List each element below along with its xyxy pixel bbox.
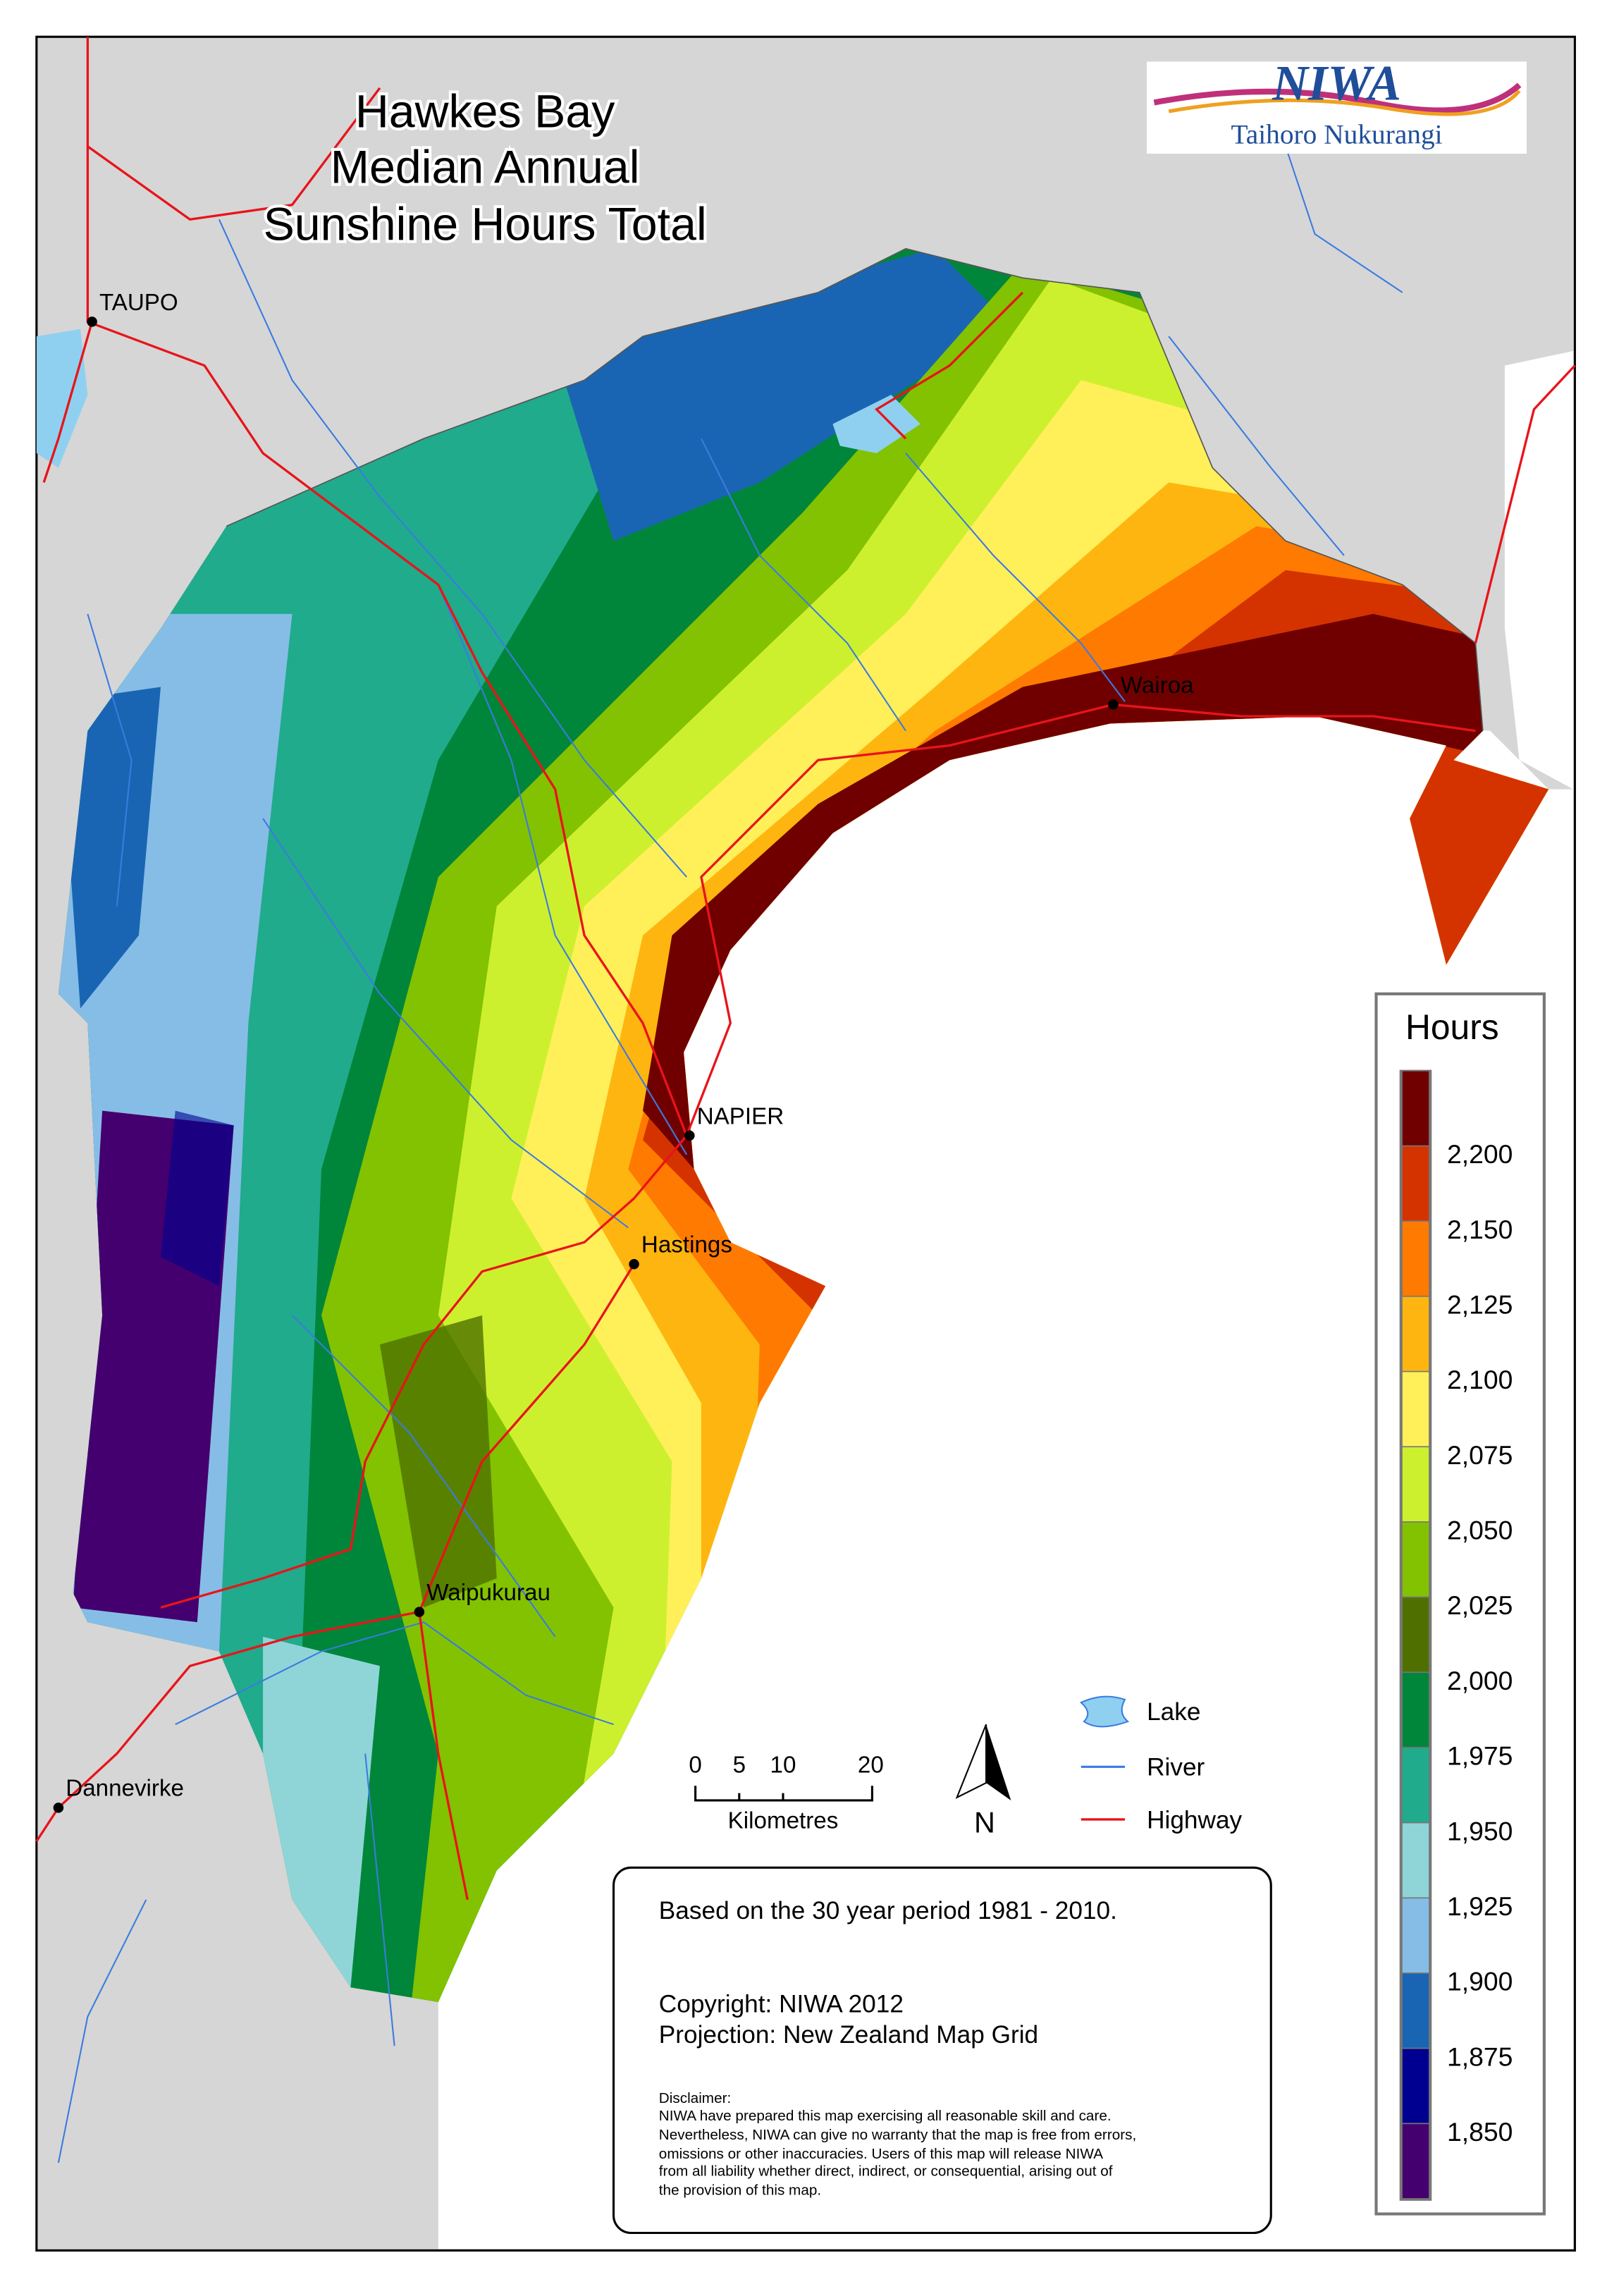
legend-bin	[1402, 1748, 1429, 1822]
legend-label: 2,100	[1447, 1365, 1513, 1394]
rivers	[57, 146, 1403, 2163]
legend-bin	[1402, 1673, 1429, 1748]
legend-label: 2,050	[1447, 1516, 1513, 1545]
svg-text:NAPIER: NAPIER	[697, 1103, 784, 1129]
place-wairoa: Wairoa	[1108, 673, 1194, 710]
disclaimer: Disclaimer: NIWA have prepared this map …	[659, 2090, 1136, 2199]
svg-text:5: 5	[733, 1752, 746, 1779]
logo-tagline: Taihoro Nukurangi	[1231, 118, 1442, 149]
place-taupo: TAUPO	[87, 290, 178, 327]
place-waipukurau: Waipukurau	[414, 1580, 550, 1617]
legend-bin	[1402, 1071, 1429, 1146]
map-title-line-3: Sunshine Hours Total	[264, 198, 707, 250]
highways	[35, 37, 1576, 1901]
place-dannevirke: Dannevirke	[53, 1776, 184, 1813]
legend-label: 2,125	[1447, 1290, 1513, 1320]
legend-label: 1,950	[1447, 1816, 1513, 1846]
period-note: Based on the 30 year period 1981 - 2010.	[659, 1897, 1117, 1924]
map-title-line-1: Hawkes Bay	[355, 86, 615, 138]
lake-waikaremoana	[832, 395, 921, 453]
place-hastings: Hastings	[629, 1232, 732, 1270]
legend-bin	[1402, 1823, 1429, 1898]
hours-legend: Hours 2,200 2,150 2,125 2,100 2,075 2,050 2,02…	[1374, 992, 1546, 2216]
legend-label: 2,025	[1447, 1590, 1513, 1620]
legend-label: 1,925	[1447, 1891, 1513, 1921]
legend-label: 2,000	[1447, 1666, 1513, 1695]
svg-text:0: 0	[689, 1752, 701, 1779]
svg-text:TAUPO: TAUPO	[99, 290, 178, 316]
legend-label: 1,875	[1447, 2042, 1513, 2071]
svg-text:omissions or other inaccuracie: omissions or other inaccuracies. Users o…	[659, 2146, 1103, 2162]
svg-text:Nevertheless, NIWA can give no: Nevertheless, NIWA can give no warranty …	[659, 2127, 1136, 2143]
legend-label: 1,900	[1447, 1967, 1513, 1996]
legend-bin	[1402, 1447, 1429, 1522]
svg-text:Waipukurau: Waipukurau	[426, 1580, 550, 1606]
place-napier: NAPIER	[684, 1103, 784, 1141]
scale-unit: Kilometres	[728, 1807, 839, 1834]
svg-text:River: River	[1147, 1754, 1205, 1781]
legend-bin	[1402, 2049, 1429, 2123]
logo-wordmark: NIWA	[1272, 56, 1401, 111]
svg-text:Wairoa: Wairoa	[1121, 673, 1194, 699]
feature-legend: Lake River Highway	[1079, 1695, 1243, 1834]
svg-text:Disclaimer:: Disclaimer:	[659, 2090, 731, 2106]
svg-text:Dannevirke: Dannevirke	[66, 1776, 184, 1802]
svg-text:Lake: Lake	[1147, 1698, 1200, 1726]
legend-label: 1,850	[1447, 2117, 1513, 2147]
scale-bar: 0 5 10 20 Kilometres	[689, 1752, 883, 1834]
legend-bin	[1402, 1522, 1429, 1597]
svg-text:N: N	[974, 1806, 995, 1839]
svg-text:Highway: Highway	[1147, 1806, 1242, 1834]
svg-text:the provision of this map.: the provision of this map.	[659, 2183, 821, 2199]
projection: Projection: New Zealand Map Grid	[659, 2021, 1038, 2049]
legend-label: 1,975	[1447, 1741, 1513, 1771]
sea	[438, 716, 1574, 2249]
legend-bin	[1402, 1372, 1429, 1447]
info-box: Based on the 30 year period 1981 - 2010.…	[612, 1866, 1272, 2235]
legend-bin	[1402, 1296, 1429, 1371]
copyright: Copyright: NIWA 2012	[659, 1991, 904, 2018]
svg-text:Hastings: Hastings	[641, 1232, 732, 1258]
svg-text:NIWA have prepared this map ex: NIWA have prepared this map exercising a…	[659, 2108, 1112, 2124]
legend-label: 2,200	[1447, 1139, 1513, 1169]
legend-title: Hours	[1405, 1007, 1499, 1047]
niwa-logo: NIWA Taihoro Nukurangi	[1147, 56, 1527, 154]
legend-bin	[1402, 1597, 1429, 1672]
legend-label: 2,150	[1447, 1215, 1513, 1244]
map-title-line-2: Median Annual	[331, 141, 640, 193]
svg-text:10: 10	[770, 1752, 796, 1779]
svg-text:20: 20	[858, 1752, 884, 1779]
lake-icon	[1079, 1695, 1130, 1728]
svg-text:from all liability whether dir: from all liability whether direct, indir…	[659, 2163, 1113, 2180]
lake-taupo	[36, 329, 88, 468]
legend-label: 2,075	[1447, 1440, 1513, 1470]
legend-bin	[1402, 1898, 1429, 1973]
legend-bin	[1402, 2124, 1429, 2199]
legend-bin	[1402, 1222, 1429, 1296]
legend-bin	[1402, 1973, 1429, 2048]
legend-bin	[1402, 1146, 1429, 1221]
